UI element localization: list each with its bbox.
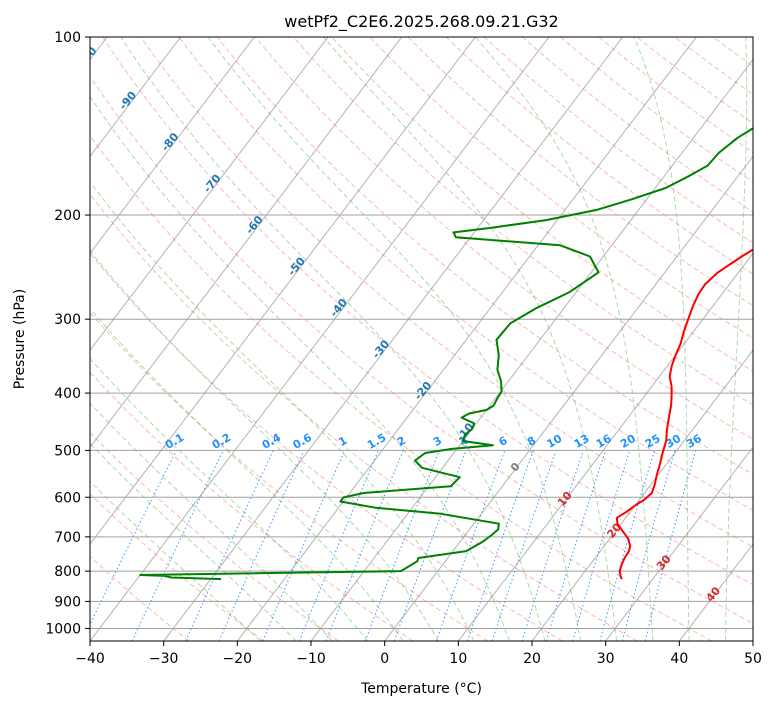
skewed-isotherm	[90, 37, 329, 352]
moist-adiabat	[90, 480, 261, 641]
skewed-isotherm	[531, 349, 753, 641]
x-tick-label: −20	[223, 651, 253, 667]
x-axis-title: Temperature (°C)	[360, 681, 482, 697]
x-tick-label: 0	[380, 651, 389, 667]
y-axis-title: Pressure (hPa)	[12, 289, 28, 389]
skewed-isotherm	[236, 37, 697, 641]
mixing-ratio-line	[572, 450, 631, 641]
x-tick-label: 30	[597, 651, 615, 667]
y-tick-label: 400	[54, 386, 81, 402]
skewed-isotherm	[90, 37, 403, 448]
dry-adiabat	[293, 37, 753, 406]
skewed-isotherm	[163, 37, 624, 641]
moist-adiabat	[90, 307, 404, 641]
skewed-isotherm	[384, 155, 753, 641]
moist-adiabat	[725, 37, 748, 641]
x-tick-label: 40	[670, 651, 688, 667]
background-lines	[90, 37, 753, 641]
y-tick-label: 900	[54, 594, 81, 610]
mixing-ratio-line	[325, 450, 404, 641]
plot-frame	[89, 36, 754, 642]
chart-title: wetPf2_C2E6.2025.268.09.21.G32	[284, 12, 558, 32]
mixing-ratio-line	[621, 450, 676, 641]
x-tick-label: 20	[523, 651, 541, 667]
dry-adiabat	[90, 75, 753, 624]
x-tick-label: 10	[449, 651, 467, 667]
mixing-ratio-line	[491, 450, 557, 641]
mixing-ratio-line	[298, 450, 379, 641]
moist-adiabat	[120, 37, 546, 641]
mixing-ratio-line	[364, 450, 440, 641]
dry-adiabat	[90, 311, 488, 641]
moist-adiabat	[90, 402, 333, 641]
x-tick-label: −30	[149, 651, 179, 667]
axis-ticks: −40 −30 −20 −10 0 10 20 30 40 50 100 200 300 400 500 60…	[45, 30, 762, 667]
dry-adiabat	[331, 37, 753, 372]
moist-adiabat	[474, 37, 654, 641]
x-tick-label: −10	[296, 651, 326, 667]
x-tick-label: 50	[744, 651, 762, 667]
dry-adiabat	[90, 252, 563, 641]
y-tick-label: 300	[54, 312, 81, 328]
mixing-ratio-line	[218, 450, 305, 641]
skewed-isotherm	[90, 37, 550, 641]
x-tick-label: −40	[75, 651, 105, 667]
dry-adiabat	[102, 37, 753, 586]
skewed-isotherm	[457, 252, 753, 641]
y-tick-label: 500	[54, 443, 81, 459]
y-tick-label: 600	[54, 490, 81, 506]
mixing-ratio-line	[599, 450, 655, 641]
moist-adiabat	[207, 37, 582, 641]
dry-adiabat	[90, 555, 190, 641]
dry-adiabat	[90, 134, 712, 641]
y-tick-label: 800	[54, 564, 81, 580]
y-tick-label: 100	[54, 30, 81, 46]
sounding-traces	[139, 127, 753, 581]
skewed-isotherm	[90, 37, 255, 255]
mixing-ratio-line	[545, 450, 607, 641]
skewed-isotherm	[90, 37, 476, 545]
moist-adiabat	[90, 357, 369, 641]
dry-adiabat	[90, 193, 638, 641]
skewed-isotherm	[90, 37, 182, 158]
y-tick-label: 1000	[45, 621, 81, 637]
y-tick-label: 200	[54, 208, 81, 224]
mixing-ratio-line	[262, 450, 346, 641]
skewed-isotherm	[605, 446, 753, 641]
moist-adiabat	[633, 37, 690, 641]
moist-adiabat	[323, 37, 618, 641]
mixing-ratio-line	[467, 450, 534, 641]
dry-adiabat	[90, 493, 264, 641]
dry-adiabat	[178, 37, 753, 511]
moist-adiabat	[90, 180, 475, 641]
dewpoint-trace	[139, 127, 753, 581]
dry-adiabat	[216, 37, 753, 475]
mixing-ratio-line	[90, 450, 177, 626]
skewed-isotherm	[310, 58, 753, 641]
temperature-trace	[615, 248, 753, 580]
moist-adiabat	[90, 250, 439, 641]
y-tick-label: 700	[54, 530, 81, 546]
moist-adiabat	[90, 442, 297, 641]
mixing-ratio-line	[521, 450, 584, 641]
mixing-ratio-line	[435, 450, 506, 641]
